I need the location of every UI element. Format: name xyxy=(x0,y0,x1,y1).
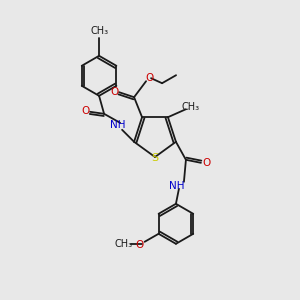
Text: O: O xyxy=(203,158,211,168)
Text: CH₃: CH₃ xyxy=(182,102,200,112)
Text: NH: NH xyxy=(169,181,185,191)
Text: S: S xyxy=(152,153,159,163)
Text: O: O xyxy=(145,73,153,83)
Text: NH: NH xyxy=(110,120,126,130)
Text: O: O xyxy=(136,240,144,250)
Text: CH₃: CH₃ xyxy=(90,26,108,36)
Text: O: O xyxy=(110,87,118,97)
Text: O: O xyxy=(81,106,89,116)
Text: CH₃: CH₃ xyxy=(115,239,133,249)
